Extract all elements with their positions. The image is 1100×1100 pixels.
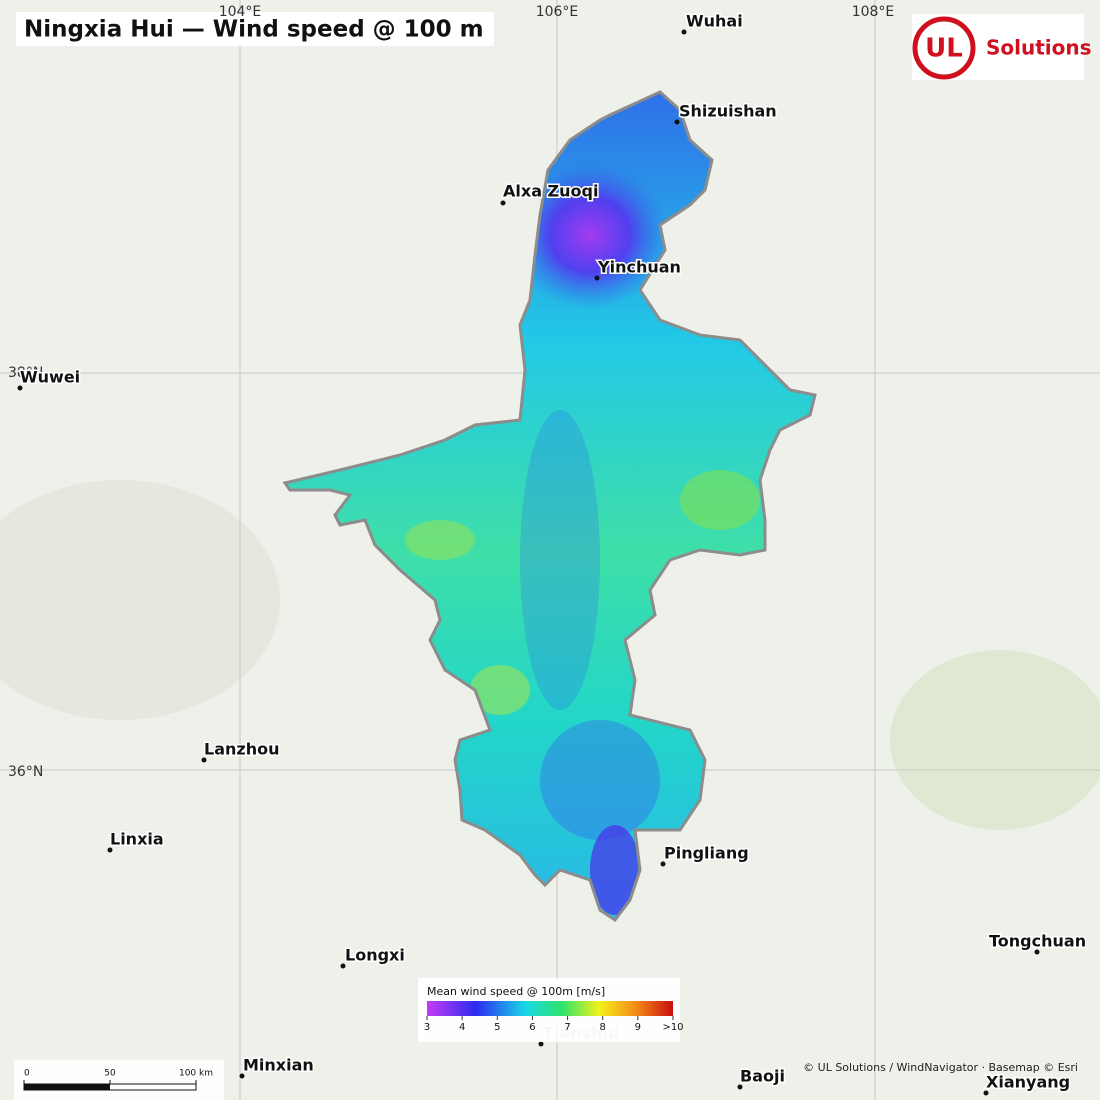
scale-label: 50 — [104, 1069, 116, 1079]
city-dot — [538, 1041, 544, 1047]
city-dot — [1034, 949, 1040, 955]
graticule-label: 36°N — [8, 764, 43, 780]
legend-tick-label: 7 — [564, 1022, 570, 1033]
city-dot — [107, 847, 113, 853]
city-label: Linxia — [110, 830, 164, 849]
title-box — [16, 12, 494, 46]
graticule-label: 38°N — [8, 365, 43, 381]
city-dot — [201, 757, 207, 763]
logo-mark: UL — [925, 34, 963, 64]
legend-tick-label: 4 — [459, 1022, 465, 1033]
city-dot — [340, 963, 346, 969]
legend-tick-label: >10 — [662, 1022, 683, 1033]
legend-tick-label: 5 — [494, 1022, 500, 1033]
legend-tick-label: 6 — [529, 1022, 535, 1033]
colorbar — [427, 1001, 673, 1016]
terrain — [0, 480, 280, 720]
city-label: Wuhai — [686, 12, 743, 31]
terrain — [890, 650, 1100, 830]
city-label: Tongchuan — [989, 932, 1086, 951]
city-dot — [737, 1084, 743, 1090]
legend-tick-label: 9 — [635, 1022, 641, 1033]
city-dot — [17, 385, 23, 391]
city-label: Yinchuan — [597, 258, 681, 277]
title: Ningxia Hui — Wind speed @ 100 m — [24, 17, 484, 43]
logo-ring — [912, 16, 976, 80]
city-label: Minxian — [243, 1056, 314, 1075]
attribution: © UL Solutions / WindNavigator · Basemap… — [803, 1061, 1078, 1074]
scale-label: 100 km — [179, 1069, 213, 1079]
scale-bar-segment — [24, 1084, 110, 1090]
city-label: Wuwei — [20, 368, 80, 387]
graticule-label: 106°E — [536, 4, 579, 20]
city-dot — [239, 1073, 245, 1079]
legend-title: Mean wind speed @ 100m [m/s] — [427, 985, 605, 998]
legend-tick-label: 3 — [424, 1022, 430, 1033]
graticule-label: 108°E — [852, 4, 895, 20]
scale-label: 0 — [24, 1069, 30, 1079]
city-dot — [983, 1090, 989, 1096]
scale-box — [14, 1060, 224, 1100]
city-label: Pingliang — [664, 844, 749, 863]
city-label: Alxa Zuoqi — [503, 182, 598, 201]
city-label: Baoji — [740, 1067, 785, 1086]
legend-tick-label: 8 — [600, 1022, 606, 1033]
city-dot — [594, 275, 600, 281]
city-dot — [674, 119, 680, 125]
city-label: Shizuishan — [679, 102, 777, 121]
city-dot — [660, 861, 666, 867]
graticule-label: 104°E — [219, 4, 262, 20]
city-label: Longxi — [345, 946, 405, 965]
city-label: Lanzhou — [204, 740, 279, 759]
city-dot — [681, 29, 687, 35]
city-dot — [500, 200, 506, 206]
city-label: Xianyang — [986, 1073, 1070, 1092]
logo-text: Solutions — [986, 36, 1092, 60]
